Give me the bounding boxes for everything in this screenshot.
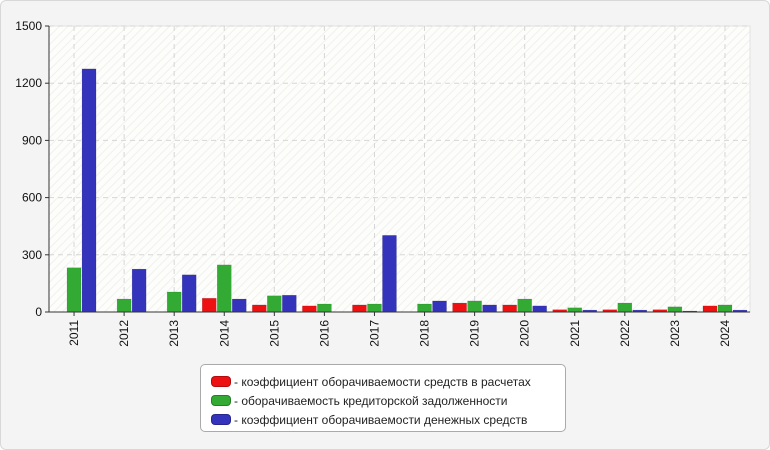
bar [202,298,217,313]
legend-label: - оборачиваемость кредиторской задолженн… [234,393,508,408]
y-tick-label: 0 [35,305,42,319]
bar [667,306,683,313]
x-tick-label: 2024 [718,320,732,347]
legend-item: - оборачиваемость кредиторской задолженн… [211,391,565,410]
x-tick-label: 2018 [418,320,432,347]
x-tick-label: 2021 [568,320,582,347]
legend-item: - коэффициент оборачиваемости средств в … [211,372,565,391]
bar [417,303,432,313]
bar [567,307,582,313]
bar [116,298,132,313]
legend-label: - коэффициент оборачиваемости денежных с… [234,412,528,427]
legend-item: - коэффициент оборачиваемости денежных с… [211,410,565,429]
bar [66,267,82,313]
x-tick-label: 2014 [217,320,231,347]
x-tick-label: 2015 [267,320,281,347]
x-tick-label: 2019 [468,320,482,347]
x-tick-label: 2016 [317,320,331,347]
bar [382,235,397,313]
legend-swatch-blue [211,414,231,425]
plot-area [48,25,751,313]
bar [717,304,733,313]
grid-lines [49,25,750,312]
bar [166,291,182,313]
bars [66,68,748,313]
legend-swatch-green [211,395,231,406]
bar [302,305,317,313]
bar [452,302,467,313]
bar [432,300,447,313]
y-tick-label: 300 [22,248,42,262]
legend-swatch-red [211,376,231,387]
bar [181,274,197,313]
y-tick-label: 900 [22,133,42,147]
axes [45,25,750,316]
x-tick-label: 2020 [518,320,532,347]
bar [617,302,633,313]
bar [352,304,367,313]
bar [482,304,497,313]
x-tick-label: 2012 [117,320,131,347]
bar [502,304,517,313]
bar [232,298,247,313]
bar [217,264,232,313]
bar [282,294,297,313]
bar [367,303,382,313]
x-tick-label: 2011 [67,320,81,346]
y-tick-label: 1200 [15,76,42,90]
x-tick-label: 2022 [618,320,632,347]
bar [532,305,547,313]
bar [317,303,332,313]
x-tick-labels: 2011 2012 2013 2014 2015 2016 2017 2018 2019 2020… [67,320,732,347]
bar [702,305,718,313]
x-tick-label: 2017 [367,320,381,347]
bar [131,268,147,313]
y-tick-label: 1500 [15,19,42,33]
bar [267,295,282,313]
legend: - коэффициент оборачиваемости средств в … [200,364,566,432]
x-tick-label: 2023 [668,320,682,347]
bar [252,304,267,313]
y-tick-labels: 0 300 600 900 1200 1500 [15,19,42,319]
x-tick-label: 2013 [167,320,181,347]
legend-label: - коэффициент оборачиваемости средств в … [234,374,531,389]
y-tick-label: 600 [22,191,42,205]
bar [81,68,97,313]
bar [517,298,532,313]
bar [467,300,482,313]
